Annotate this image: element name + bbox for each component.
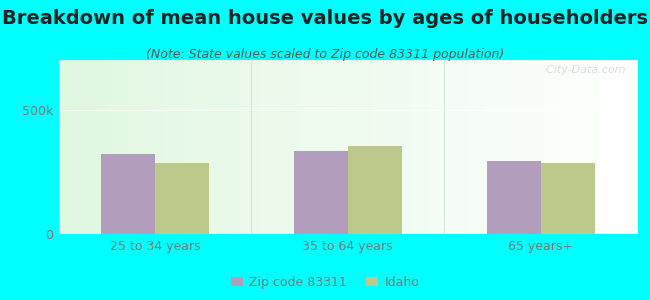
Bar bbox=[487, 161, 541, 234]
Bar bbox=[348, 146, 402, 234]
Legend: Zip code 83311, Idaho: Zip code 83311, Idaho bbox=[226, 271, 424, 294]
Text: City-Data.com: City-Data.com bbox=[539, 65, 625, 75]
Text: Breakdown of mean house values by ages of householders: Breakdown of mean house values by ages o… bbox=[2, 9, 648, 28]
Bar bbox=[101, 154, 155, 234]
Text: (Note: State values scaled to Zip code 83311 population): (Note: State values scaled to Zip code 8… bbox=[146, 48, 504, 61]
Bar bbox=[541, 163, 595, 234]
Bar bbox=[155, 163, 209, 234]
Bar bbox=[294, 151, 348, 234]
